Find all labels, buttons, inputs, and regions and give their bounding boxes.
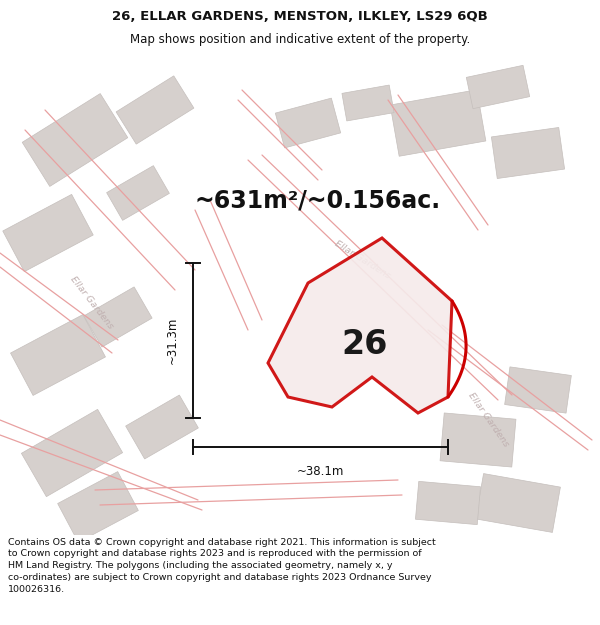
Bar: [415, 481, 481, 524]
Bar: [342, 85, 394, 121]
Bar: [390, 90, 486, 156]
Text: Map shows position and indicative extent of the property.: Map shows position and indicative extent…: [130, 33, 470, 46]
Text: 26, ELLAR GARDENS, MENSTON, ILKLEY, LS29 6QB: 26, ELLAR GARDENS, MENSTON, ILKLEY, LS29…: [112, 10, 488, 23]
Bar: [22, 409, 122, 497]
Bar: [275, 98, 341, 148]
Text: Contains OS data © Crown copyright and database right 2021. This information is : Contains OS data © Crown copyright and d…: [8, 538, 436, 594]
Polygon shape: [268, 238, 452, 413]
Bar: [466, 66, 530, 109]
Bar: [125, 395, 199, 459]
Text: ~631m²/~0.156ac.: ~631m²/~0.156ac.: [195, 188, 441, 212]
Text: ~38.1m: ~38.1m: [297, 465, 344, 478]
Text: Ellar Gardens: Ellar Gardens: [69, 275, 115, 331]
Text: 26: 26: [342, 329, 388, 361]
Bar: [116, 76, 194, 144]
Bar: [84, 287, 152, 347]
Text: ~31.3m: ~31.3m: [166, 317, 179, 364]
Bar: [58, 472, 139, 542]
Bar: [3, 194, 93, 272]
Bar: [476, 474, 560, 532]
Bar: [491, 127, 565, 179]
Text: Ellar Gardens: Ellar Gardens: [332, 239, 392, 281]
Bar: [22, 94, 128, 186]
Bar: [107, 166, 169, 221]
Bar: [505, 367, 571, 413]
Text: Ellar Gardens: Ellar Gardens: [466, 391, 510, 449]
Bar: [11, 314, 106, 396]
Bar: [440, 413, 516, 467]
